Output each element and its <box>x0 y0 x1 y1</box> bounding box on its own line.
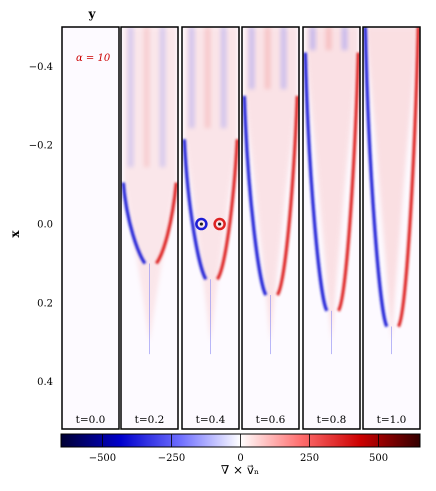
alpha-annotation: α = 10 <box>76 53 111 64</box>
positive-vorticity-front <box>215 139 239 281</box>
vortex-core <box>218 222 222 226</box>
wake-region <box>365 27 419 343</box>
panel-frame <box>120 26 179 430</box>
vortex-ring <box>213 217 226 231</box>
vorticity-streak <box>341 27 348 51</box>
vorticity-streak <box>264 27 271 90</box>
wake-region <box>305 27 359 343</box>
colorbar-tick-label: 500 <box>369 453 388 464</box>
y-tick-label: −0.2 <box>29 141 53 152</box>
vorticity-streak <box>159 27 166 168</box>
colorbar-label: ∇ × v⃗ₙ <box>221 463 259 477</box>
colorbar-tick-label: −500 <box>89 453 116 464</box>
panel-time-label: t=1.0 <box>377 414 407 426</box>
negative-vorticity-front <box>182 139 208 281</box>
negative-vorticity-front <box>363 27 389 328</box>
wake-region <box>244 27 298 343</box>
vorticity-streak <box>204 27 211 129</box>
y-tick-label: 0.4 <box>37 377 53 388</box>
vorticity-streak <box>188 27 195 129</box>
positive-vorticity-front <box>155 182 178 265</box>
panel-2: t=0.4 <box>181 26 240 430</box>
colorbar-ticks: −500 −250 0 250 500 <box>89 434 388 464</box>
positive-vorticity-front <box>275 95 299 296</box>
panel-0: t=0.0 <box>61 26 120 430</box>
panel-3: t=0.6 <box>241 26 300 430</box>
panels: t=0.0 t=0.2 t=0.4 t=0.6 t=0.8 t=1.0 <box>61 26 421 430</box>
panel-frame <box>181 26 240 430</box>
vorticity-streak <box>248 27 255 90</box>
vorticity-streak <box>325 27 332 51</box>
y-tick-label: 0.2 <box>37 298 53 309</box>
top-axis-label: y <box>88 7 97 21</box>
y-tick-label: 0.0 <box>37 220 53 231</box>
positive-vorticity-front <box>336 52 360 312</box>
vorticity-streak <box>309 27 316 51</box>
panel-frame <box>61 26 120 430</box>
panel-frame <box>302 26 361 430</box>
colorbar-tick-label: −250 <box>158 453 185 464</box>
panel-time-label: t=0.6 <box>256 414 286 426</box>
negative-vorticity-front <box>121 182 147 265</box>
panel-1: t=0.2 <box>120 26 179 430</box>
vortex-core <box>199 222 203 226</box>
vorticity-streak <box>220 27 227 129</box>
vortex-ring <box>195 217 208 231</box>
panel-time-label: t=0.0 <box>76 414 106 426</box>
panel-time-label: t=0.4 <box>196 414 226 426</box>
left-axis-label: x <box>8 230 22 238</box>
negative-vorticity-front <box>242 95 268 296</box>
vorticity-streak <box>280 27 287 90</box>
panel-frame <box>362 26 421 430</box>
panel-time-label: t=0.8 <box>317 414 347 426</box>
vorticity-streak <box>127 27 134 168</box>
colorbar-tick-label: 250 <box>300 453 319 464</box>
y-tick-label: −0.4 <box>29 62 53 73</box>
panel-frame <box>241 26 300 430</box>
colorbar: −500 −250 0 250 500 ∇ × v⃗ₙ <box>60 433 421 477</box>
vorticity-streak <box>143 27 150 168</box>
panel-time-label: t=0.2 <box>135 414 165 426</box>
panel-4: t=0.8 <box>302 26 361 430</box>
negative-vorticity-front <box>303 52 329 312</box>
panel-5: t=1.0 <box>362 26 421 430</box>
positive-vorticity-front <box>396 27 420 328</box>
colorbar-tick-label: 0 <box>237 453 243 464</box>
y-tick-labels: −0.4 −0.2 0.0 0.2 0.4 <box>29 62 53 388</box>
